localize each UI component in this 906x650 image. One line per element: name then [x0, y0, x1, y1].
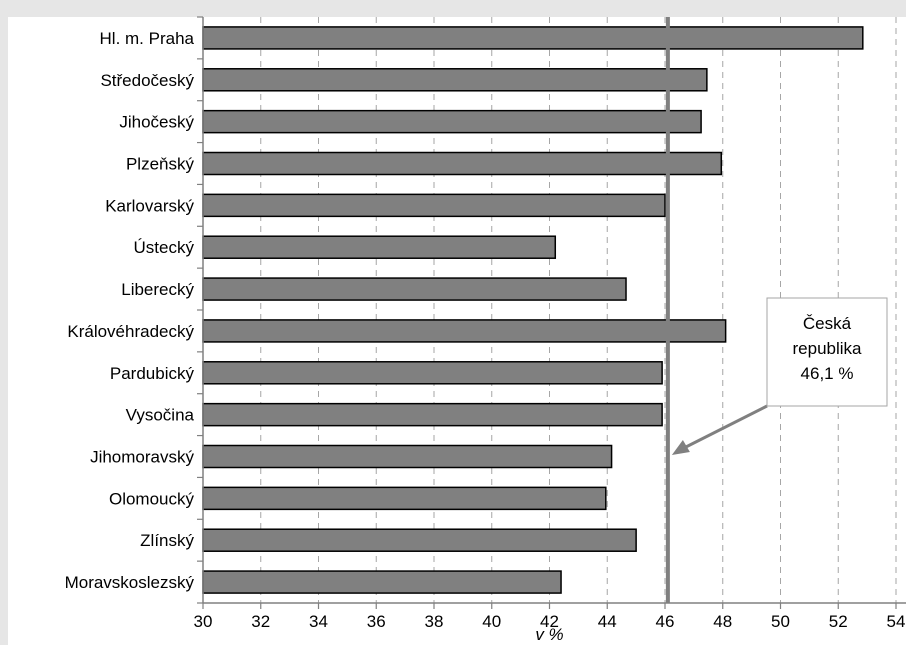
annotation-arrow [685, 404, 768, 449]
bar [202, 570, 562, 594]
x-tick-label: 54 [887, 612, 906, 631]
category-label: Vysočina [126, 406, 195, 425]
bar [202, 26, 864, 50]
bar [202, 235, 557, 259]
category-label: Liberecký [121, 280, 194, 299]
annotation-label-line-1: Česká [803, 314, 852, 333]
category-label: Moravskoslezský [65, 573, 195, 592]
bar [202, 109, 702, 134]
annotation-label-line-3: 46,1 % [801, 364, 854, 383]
x-axis-label: v % [535, 625, 563, 644]
bar [202, 68, 708, 92]
bar [202, 319, 727, 343]
annotation-label-line-2: republika [793, 339, 863, 358]
category-label: Hl. m. Praha [100, 29, 195, 48]
annotation-arrowhead [671, 440, 690, 455]
bar [202, 402, 663, 427]
bar [202, 528, 637, 552]
x-tick-label: 38 [425, 612, 444, 631]
bars [202, 26, 864, 594]
category-label: Karlovarský [105, 196, 194, 215]
x-tick-label: 50 [771, 612, 790, 631]
category-label: Olomoucký [109, 489, 195, 508]
category-label: Královéhradecký [67, 322, 194, 341]
x-tick-label: 48 [713, 612, 732, 631]
category-label: Středočeský [100, 71, 194, 90]
bar [202, 486, 607, 511]
x-tick-label: 46 [656, 612, 675, 631]
annotation-box [766, 297, 888, 407]
x-tick-label: 40 [482, 612, 501, 631]
category-label: Plzeňský [126, 155, 195, 174]
x-tick-label: 30 [194, 612, 213, 631]
bar [202, 277, 627, 301]
x-tick-label: 52 [829, 612, 848, 631]
category-label: Jihočeský [119, 113, 194, 132]
category-label: Zlínský [140, 531, 194, 550]
category-label: Jihomoravský [90, 448, 194, 467]
category-label: Ústecký [134, 238, 195, 257]
bar [202, 444, 613, 469]
bar [202, 151, 723, 176]
axes [197, 16, 906, 609]
category-label: Pardubický [110, 364, 195, 383]
labels: Hl. m. Praha Středočeský Jihočeský Plzeňský… [65, 29, 906, 631]
x-tick-label: 36 [367, 612, 386, 631]
x-tick-label: 34 [309, 612, 328, 631]
x-tick-label: 42 [540, 612, 559, 631]
bar [202, 193, 666, 218]
x-tick-label: 44 [598, 612, 617, 631]
reference-annotation: Česká republika 46,1 % [665, 17, 888, 603]
x-tick-label: 32 [251, 612, 270, 631]
bar [202, 361, 663, 385]
